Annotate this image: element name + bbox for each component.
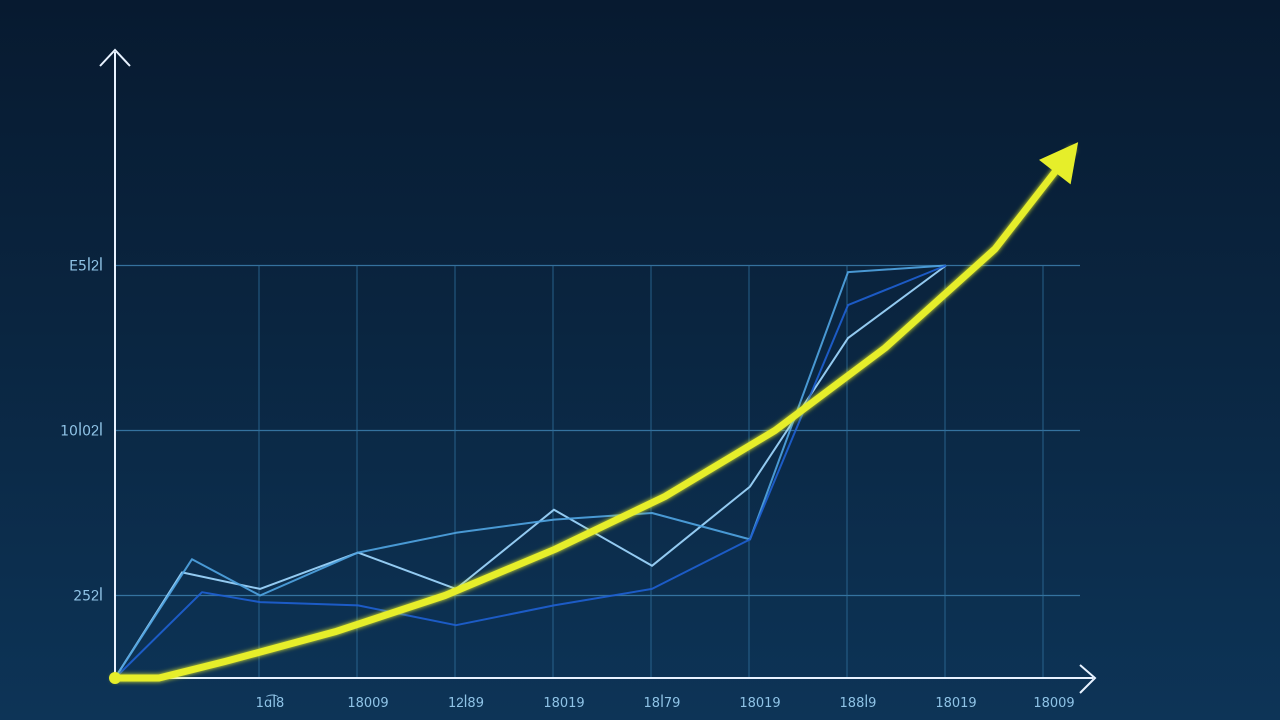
- tick-labels: 25ᒿꟾ 10ꟾ0ᒿꟾ E5ꟾᒿꟾ 1ɑ͡ꟾ8 18009 1ᒿꟾ89 18019 18ꟾ79…: [60, 257, 1075, 712]
- y-tick-label: 10ꟾ0ᒿꟾ: [60, 422, 103, 440]
- y-tick-label: 25ᒿꟾ: [73, 587, 103, 605]
- x-tick-label: 18019: [739, 696, 780, 711]
- x-tick-label: 18ꟾ79: [644, 695, 681, 711]
- axes: [99, 48, 1097, 694]
- trend-group: [109, 142, 1079, 684]
- x-tick-label: 18019: [543, 696, 584, 711]
- x-tick-label: 18009: [347, 696, 388, 711]
- y-tick-label: E5ꟾᒿꟾ: [69, 257, 103, 275]
- series-line: [114, 264, 947, 679]
- x-tick-label: 1ɑ͡ꟾ8: [256, 695, 285, 711]
- x-tick-label: 1ᒿꟾ89: [448, 695, 484, 711]
- trend-curve: [111, 146, 1076, 682]
- trend-arrowhead: [1039, 142, 1079, 185]
- y-axis-arrowhead: [99, 48, 131, 67]
- series-line: [114, 264, 947, 679]
- grid: [115, 264, 1080, 678]
- trend-start-dot: [109, 672, 121, 684]
- x-tick-label: 188ꟾ9: [840, 695, 877, 711]
- x-axis-arrowhead: [1079, 664, 1097, 694]
- x-tick-label: 18009: [1033, 696, 1074, 711]
- series-group: [114, 264, 947, 679]
- series-line: [114, 264, 947, 679]
- x-tick-label: 18019: [935, 696, 976, 711]
